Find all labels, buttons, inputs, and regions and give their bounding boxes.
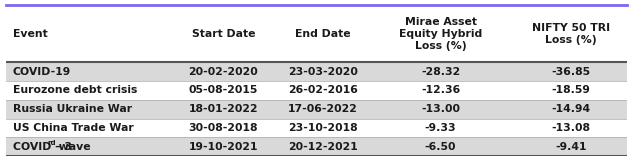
Text: US China Trade War: US China Trade War	[13, 123, 134, 133]
Text: Start Date: Start Date	[192, 29, 255, 39]
Bar	[6, 5, 627, 62]
Text: wave: wave	[54, 142, 91, 152]
Text: -13.08: -13.08	[551, 123, 591, 133]
Text: -13.00: -13.00	[421, 104, 460, 114]
Bar	[6, 81, 627, 100]
Text: -14.94: -14.94	[551, 104, 591, 114]
Text: 20-02-2020: 20-02-2020	[189, 67, 258, 77]
Text: Russia Ukraine War: Russia Ukraine War	[13, 104, 132, 114]
Text: Mirae Asset
Equity Hybrid
Loss (%): Mirae Asset Equity Hybrid Loss (%)	[399, 17, 482, 51]
Text: 23-10-2018: 23-10-2018	[288, 123, 358, 133]
Text: COVID – 3: COVID – 3	[13, 142, 72, 152]
Text: 30-08-2018: 30-08-2018	[189, 123, 258, 133]
Text: Event: Event	[13, 29, 47, 39]
Text: -28.32: -28.32	[421, 67, 460, 77]
Text: 20-12-2021: 20-12-2021	[288, 142, 358, 152]
Text: 18-01-2022: 18-01-2022	[189, 104, 258, 114]
Text: 23-03-2020: 23-03-2020	[288, 67, 358, 77]
Text: 19-10-2021: 19-10-2021	[189, 142, 258, 152]
Text: 05-08-2015: 05-08-2015	[189, 85, 258, 95]
Bar	[6, 62, 627, 81]
Text: -9.41: -9.41	[555, 142, 587, 152]
Text: COVID-19: COVID-19	[13, 67, 71, 77]
Text: -36.85: -36.85	[551, 67, 591, 77]
Text: 26-02-2016: 26-02-2016	[288, 85, 358, 95]
Text: -9.33: -9.33	[425, 123, 456, 133]
Bar	[6, 119, 627, 137]
Text: -18.59: -18.59	[551, 85, 591, 95]
Text: 17-06-2022: 17-06-2022	[288, 104, 358, 114]
Text: rd: rd	[47, 140, 56, 146]
Text: -6.50: -6.50	[425, 142, 456, 152]
Text: Eurozone debt crisis: Eurozone debt crisis	[13, 85, 137, 95]
Bar	[6, 137, 627, 156]
Bar	[6, 100, 627, 119]
Text: NIFTY 50 TRI
Loss (%): NIFTY 50 TRI Loss (%)	[532, 23, 610, 45]
Text: -12.36: -12.36	[421, 85, 460, 95]
Text: End Date: End Date	[295, 29, 351, 39]
